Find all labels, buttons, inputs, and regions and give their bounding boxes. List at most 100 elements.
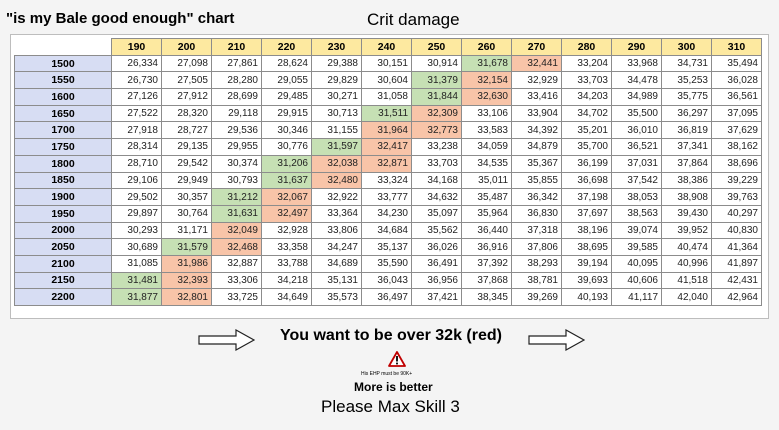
column-header-230: 230	[311, 38, 362, 56]
table-cell: 35,201	[561, 121, 612, 140]
table-cell: 28,280	[211, 71, 262, 90]
table-cell: 35,562	[411, 221, 462, 240]
table-cell: 36,561	[711, 88, 762, 106]
table-cell: 32,468	[211, 238, 262, 256]
table-row: 2000 30,293 31,171 32,049 32,928 33,806 34,684…	[14, 221, 762, 240]
table-cell: 33,968	[611, 54, 662, 73]
table-cell: 35,855	[511, 171, 562, 190]
table-cell: 35,367	[511, 154, 562, 173]
table-cell: 28,314	[111, 138, 162, 156]
column-header-220: 220	[261, 38, 312, 56]
table-cell: 30,713	[311, 104, 362, 123]
table-cell: 36,342	[511, 188, 562, 206]
table-cell: 38,695	[561, 238, 612, 256]
column-header-240: 240	[361, 38, 412, 56]
table-cell: 36,521	[611, 138, 662, 156]
table-cell: 29,502	[111, 188, 162, 206]
table-cell: 42,431	[711, 271, 762, 290]
table-cell: 33,777	[361, 188, 412, 206]
table-cell: 34,684	[361, 221, 412, 240]
table-cell: 33,416	[511, 88, 562, 106]
table-row: 2200 31,877 32,801 33,725 34,649 35,573 36,497…	[14, 288, 762, 306]
column-header-260: 260	[461, 38, 512, 56]
table-cell: 41,364	[711, 238, 762, 256]
table-cell: 34,632	[411, 188, 462, 206]
table-cell: 35,500	[611, 104, 662, 123]
table-cell: 29,542	[161, 154, 212, 173]
table-cell: 35,131	[311, 271, 362, 290]
table-cell: 36,698	[561, 171, 612, 190]
table-cell: 35,494	[711, 54, 762, 73]
table-cell: 34,535	[461, 154, 512, 173]
table-cell: 30,293	[111, 221, 162, 240]
table-cell: 34,247	[311, 238, 362, 256]
table-cell: 27,098	[161, 54, 212, 73]
table-cell: 32,154	[461, 71, 512, 90]
table-cell: 30,764	[161, 204, 212, 223]
table-cell: 33,703	[411, 154, 462, 173]
table-cell: 31,379	[411, 71, 462, 90]
table-cell: 34,649	[261, 288, 312, 306]
column-header-300: 300	[661, 38, 712, 56]
table-cell: 33,204	[561, 54, 612, 73]
table-row: 1500 26,334 27,098 27,861 28,624 29,388 30,151…	[14, 54, 762, 73]
row-header-2050: 2050	[14, 238, 112, 256]
row-header-1900: 1900	[14, 188, 112, 206]
table-cell: 34,879	[511, 138, 562, 156]
table-cell: 38,162	[711, 138, 762, 156]
table-cell: 29,135	[161, 138, 212, 156]
table-cell: 40,095	[611, 254, 662, 273]
table-cell: 30,914	[411, 54, 462, 73]
table-cell: 38,386	[661, 171, 712, 190]
table-row: 1900 29,502 30,357 31,212 32,067 32,922 33,777…	[14, 188, 762, 206]
table-cell: 27,522	[111, 104, 162, 123]
table-cell: 28,320	[161, 104, 212, 123]
table-cell: 35,097	[411, 204, 462, 223]
row-header-1700: 1700	[14, 121, 112, 140]
table-cell: 33,106	[461, 104, 512, 123]
row-header-1500: 1500	[14, 54, 112, 73]
table-cell: 40,606	[611, 271, 662, 290]
table-cell: 39,194	[561, 254, 612, 273]
table-cell: 34,989	[611, 88, 662, 106]
table-cell: 35,253	[661, 71, 712, 90]
table-body: 1500 26,334 27,098 27,861 28,624 29,388 30,151…	[14, 54, 762, 306]
chart-title: "is my Bale good enough" chart	[6, 10, 235, 27]
row-header-1750: 1750	[14, 138, 112, 156]
table-cell: 31,877	[111, 288, 162, 306]
table-cell: 35,487	[461, 188, 512, 206]
table-cell: 31,678	[461, 54, 512, 73]
table-cell: 29,055	[261, 71, 312, 90]
table-cell: 38,196	[561, 221, 612, 240]
table-row: 1550 26,730 27,505 28,280 29,055 29,829 30,604…	[14, 71, 762, 90]
table-cell: 36,199	[561, 154, 612, 173]
table-cell: 31,058	[361, 88, 412, 106]
table-cell: 34,702	[561, 104, 612, 123]
table-cell: 36,491	[411, 254, 462, 273]
table-cell: 38,053	[611, 188, 662, 206]
table-cell: 29,388	[311, 54, 362, 73]
table-cell: 39,229	[711, 171, 762, 190]
table-cell: 33,703	[561, 71, 612, 90]
column-header-200: 200	[161, 38, 212, 56]
table-cell: 27,126	[111, 88, 162, 106]
table-cell: 34,392	[511, 121, 562, 140]
table-cell: 27,918	[111, 121, 162, 140]
table-cell: 26,730	[111, 71, 162, 90]
table-row: 1950 29,897 30,764 31,631 32,497 33,364 34,230…	[14, 204, 762, 223]
table-cell: 36,916	[461, 238, 512, 256]
table-cell: 34,059	[461, 138, 512, 156]
table-cell: 35,573	[311, 288, 362, 306]
table-cell: 32,067	[261, 188, 312, 206]
table-cell: 41,897	[711, 254, 762, 273]
table-cell: 38,908	[661, 188, 712, 206]
table-cell: 40,193	[561, 288, 612, 306]
table-cell: 34,478	[611, 71, 662, 90]
table-cell: 33,364	[311, 204, 362, 223]
table-cell: 28,699	[211, 88, 262, 106]
column-header-310: 310	[711, 38, 762, 56]
table-cell: 41,518	[661, 271, 712, 290]
table-cell: 36,010	[611, 121, 662, 140]
more-is-better-text: More is better	[354, 380, 433, 394]
table-cell: 39,269	[511, 288, 562, 306]
